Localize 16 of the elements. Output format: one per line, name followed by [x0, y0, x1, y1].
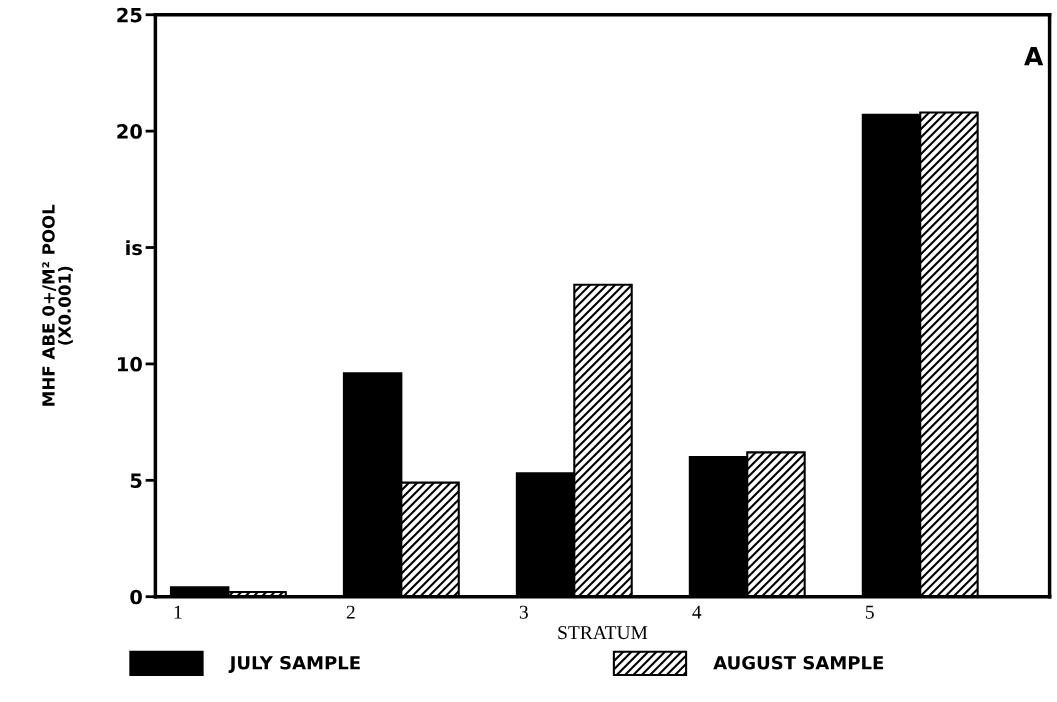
y-tick-label: 10	[118, 356, 142, 372]
y-tick-label: is	[126, 240, 142, 256]
x-tick-label: 3	[519, 605, 528, 619]
x-axis-title: STRATUM	[558, 626, 648, 640]
y-axis-title: MHF ABE 0+/M² POOL (X0.001)	[42, 204, 73, 406]
x-tick-label: 1	[174, 605, 182, 619]
y-tick-label: 25	[117, 7, 142, 23]
legend-label: JULY SAMPLE	[228, 655, 360, 673]
y-tick-label: 0	[130, 589, 142, 605]
y-tick-label: 20	[117, 124, 142, 139]
y-tick-label: 5	[130, 473, 142, 488]
x-tick-label: 2	[346, 605, 355, 619]
legend-label: AUGUST SAMPLE	[713, 655, 884, 670]
x-tick-label: 5	[865, 605, 874, 619]
annotation: A	[1024, 47, 1044, 66]
x-tick-label: 4	[692, 605, 702, 619]
